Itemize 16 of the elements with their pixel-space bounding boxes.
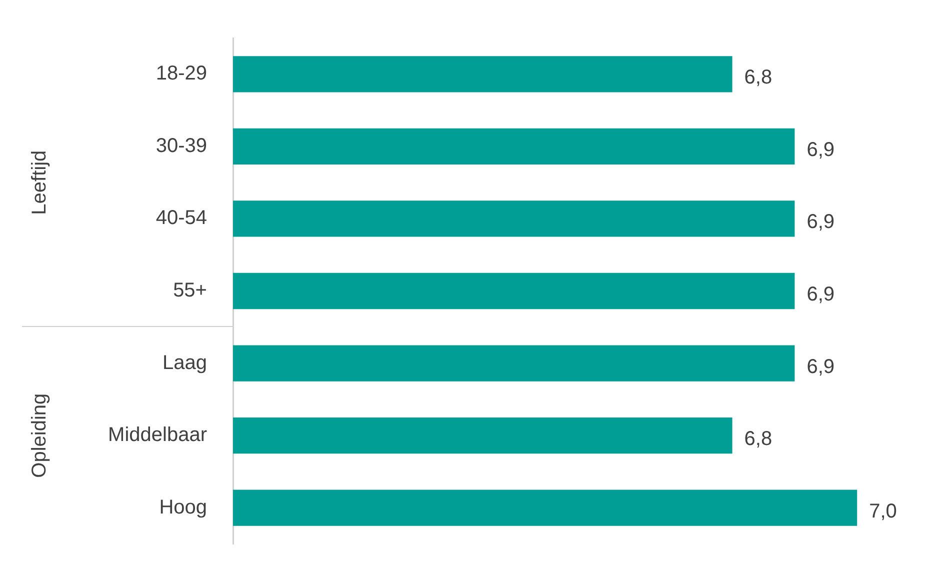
y-tick-label: 18-29: [156, 62, 207, 85]
y-tick-label: Middelbaar: [108, 424, 208, 446]
data-label: 6,8: [744, 66, 772, 89]
y-tick-label: 55+: [173, 280, 207, 302]
data-label: 6,8: [744, 428, 772, 450]
data-label: 7,0: [869, 500, 897, 522]
annotation: Leeftijd: [28, 150, 51, 215]
y-tick-label: 30-39: [156, 134, 207, 157]
y-tick-label: Hoog: [159, 496, 207, 518]
y-tick-label: 40-54: [156, 207, 207, 230]
data-label: 6,9: [806, 356, 835, 378]
y-tick-label: Laag: [162, 352, 207, 374]
data-label: 6,9: [806, 138, 835, 161]
annotation: Opleiding: [28, 393, 51, 478]
data-label: 6,9: [806, 284, 835, 306]
data-label: 6,9: [806, 211, 835, 234]
